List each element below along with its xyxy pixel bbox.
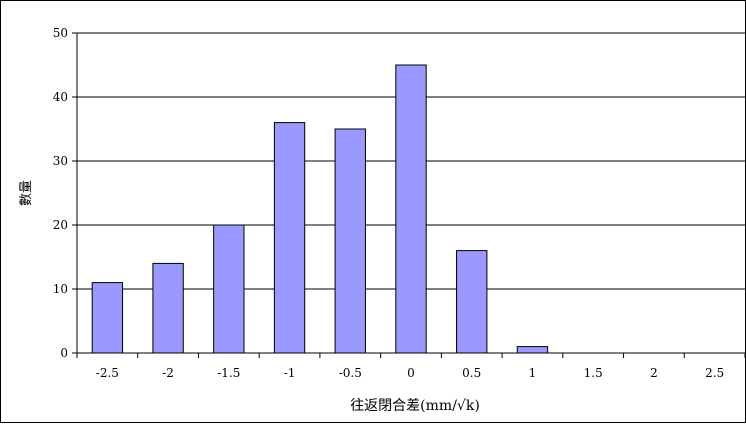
- x-tick-label: 2.5: [705, 366, 724, 380]
- x-axis-label: 往返閉合差(mm/√k): [350, 398, 480, 414]
- bar--1.5: [213, 224, 245, 354]
- x-tick-labels: -2.5 -2 -1.5 -1 -0.5 0 0.5 1 1.5 2 2.5: [96, 366, 724, 380]
- bar--0.5: [334, 128, 366, 354]
- x-tick-label: -0.5: [339, 366, 362, 380]
- bar--2: [152, 262, 184, 354]
- y-tick-label: 10: [53, 282, 68, 296]
- y-tick-label: 40: [53, 90, 68, 104]
- y-tick-label: 0: [60, 346, 68, 360]
- y-axis-label: 數量: [19, 180, 34, 206]
- x-tick-label: 0.5: [462, 366, 481, 380]
- bar--2.5: [91, 282, 124, 354]
- bars: [91, 64, 549, 354]
- y-tick-label: 50: [53, 26, 68, 40]
- axes: [72, 32, 746, 358]
- x-tick-label: 1.5: [584, 366, 603, 380]
- bar-1: [516, 346, 549, 354]
- x-tick-label: -1: [284, 366, 296, 380]
- bar-0.5: [456, 250, 488, 354]
- bar-0: [395, 64, 427, 354]
- x-tick-label: -2.5: [96, 366, 119, 380]
- x-tick-label: 0: [407, 366, 415, 380]
- x-tick-label: -2: [162, 366, 174, 380]
- x-tick-label: 1: [529, 366, 537, 380]
- bar--1: [273, 122, 306, 354]
- y-tick-label: 20: [53, 218, 68, 232]
- y-tick-label: 30: [53, 154, 68, 168]
- x-tick-label: 2: [650, 366, 658, 380]
- x-tick-label: -1.5: [217, 366, 240, 380]
- y-tick-labels: 0 10 20 30 40 50: [53, 26, 68, 360]
